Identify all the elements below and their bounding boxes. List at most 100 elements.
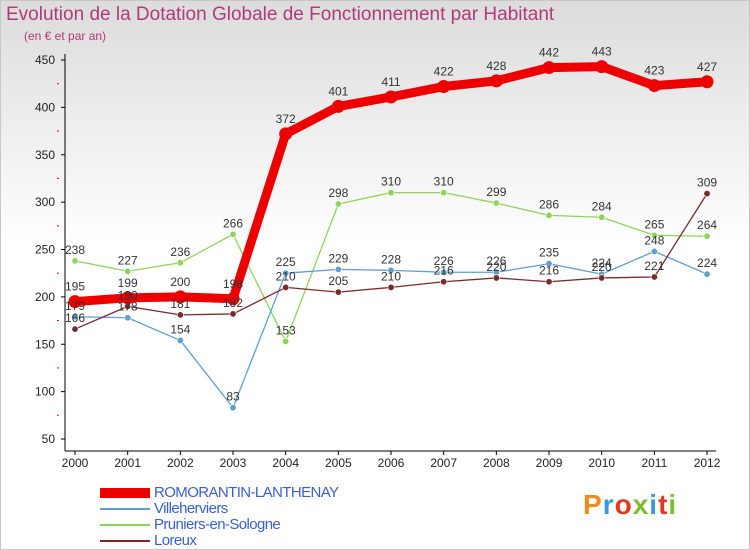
data-point	[176, 336, 184, 344]
brand-letter: i	[668, 489, 678, 520]
brand-letter: i	[649, 489, 659, 520]
data-point	[124, 314, 132, 322]
series-lines	[70, 62, 712, 409]
data-point	[440, 189, 448, 197]
data-label: 224	[592, 256, 612, 270]
data-label: 199	[118, 276, 138, 290]
data-point	[492, 274, 500, 282]
data-label: 225	[276, 255, 296, 269]
data-point	[545, 278, 553, 286]
legend-swatch	[100, 540, 150, 542]
data-label: 182	[223, 296, 243, 310]
data-point	[598, 274, 606, 282]
data-label: 205	[328, 274, 348, 288]
x-tick-label: 2011	[641, 456, 667, 470]
data-point	[545, 260, 553, 268]
chart-axes	[57, 54, 716, 455]
data-points	[68, 60, 714, 412]
data-point	[545, 211, 553, 219]
y-tick-label: 300	[35, 195, 55, 209]
data-point	[282, 337, 290, 345]
data-label: 442	[539, 46, 559, 60]
data-point	[176, 311, 184, 319]
data-point	[489, 74, 503, 88]
data-point	[176, 259, 184, 267]
data-point	[68, 295, 82, 309]
data-point	[700, 75, 714, 89]
data-label: 372	[276, 112, 296, 126]
data-label: 266	[223, 216, 243, 230]
data-label: 216	[434, 264, 454, 278]
brand-letter: o	[614, 489, 633, 520]
data-point	[173, 290, 187, 304]
data-label: 422	[434, 65, 454, 79]
data-label: 181	[170, 297, 190, 311]
brand-letter: x	[632, 489, 650, 520]
data-point	[334, 288, 342, 296]
legend-label: Pruniers-en-Sologne	[154, 516, 281, 533]
brand-letter: t	[658, 489, 669, 520]
data-point	[331, 99, 345, 113]
data-label: 265	[644, 217, 664, 231]
data-label: 190	[118, 288, 138, 302]
data-label: 83	[226, 390, 240, 404]
legend-swatch	[100, 524, 150, 526]
x-tick-label: 2008	[483, 456, 510, 470]
data-point	[647, 79, 661, 93]
data-point	[703, 232, 711, 240]
data-label: 411	[381, 75, 400, 89]
y-tick-label: 350	[35, 148, 55, 162]
data-label: 228	[381, 252, 401, 266]
data-label: 427	[697, 60, 717, 74]
legend-swatch	[100, 488, 150, 498]
data-point	[650, 273, 658, 281]
data-label: 210	[381, 269, 401, 283]
data-label: 153	[276, 323, 296, 337]
data-label: 310	[381, 175, 401, 189]
data-label: 284	[592, 199, 612, 213]
data-point	[440, 278, 448, 286]
x-tick-label: 2004	[272, 456, 299, 470]
data-labels: 195 199 200 198 372 401 411 422 428 442 443 423 427 1…	[65, 45, 717, 404]
data-label: 248	[644, 233, 664, 247]
data-point	[703, 270, 711, 278]
x-tick-label: 2007	[430, 456, 457, 470]
data-point	[279, 127, 293, 141]
chart-subtitle: (en € et par an)	[24, 29, 107, 43]
brand-logo: Proxiti	[583, 489, 677, 521]
x-tick-label: 2010	[588, 456, 615, 470]
data-point	[650, 247, 658, 255]
data-point	[387, 189, 395, 197]
data-label: 220	[592, 260, 612, 274]
data-point	[121, 291, 135, 305]
data-label: 229	[328, 251, 348, 265]
data-point	[229, 230, 237, 238]
data-label: 221	[644, 259, 664, 273]
y-tick-label: 50	[42, 432, 56, 446]
data-label: 226	[434, 254, 454, 268]
data-label: 179	[65, 299, 85, 313]
legend-swatch	[100, 508, 150, 510]
data-label: 154	[170, 322, 190, 336]
data-point	[334, 265, 342, 273]
data-label: 264	[697, 218, 717, 232]
data-label: 423	[644, 64, 664, 78]
data-label: 401	[328, 84, 348, 98]
data-point	[334, 200, 342, 208]
data-point	[384, 90, 398, 104]
y-tick-label: 400	[35, 100, 55, 114]
legend-label: ROMORANTIN-LANTHENAY	[154, 484, 339, 501]
legend-label: Villeherviers	[154, 500, 228, 517]
x-tick-label: 2000	[62, 456, 89, 470]
data-label: 210	[276, 269, 296, 283]
data-label: 299	[486, 185, 506, 199]
legend-label: Loreux	[154, 532, 197, 549]
data-point	[229, 404, 237, 412]
data-point	[440, 268, 448, 276]
brand-letter: P	[583, 489, 603, 520]
data-point	[387, 283, 395, 291]
data-point	[650, 231, 658, 239]
